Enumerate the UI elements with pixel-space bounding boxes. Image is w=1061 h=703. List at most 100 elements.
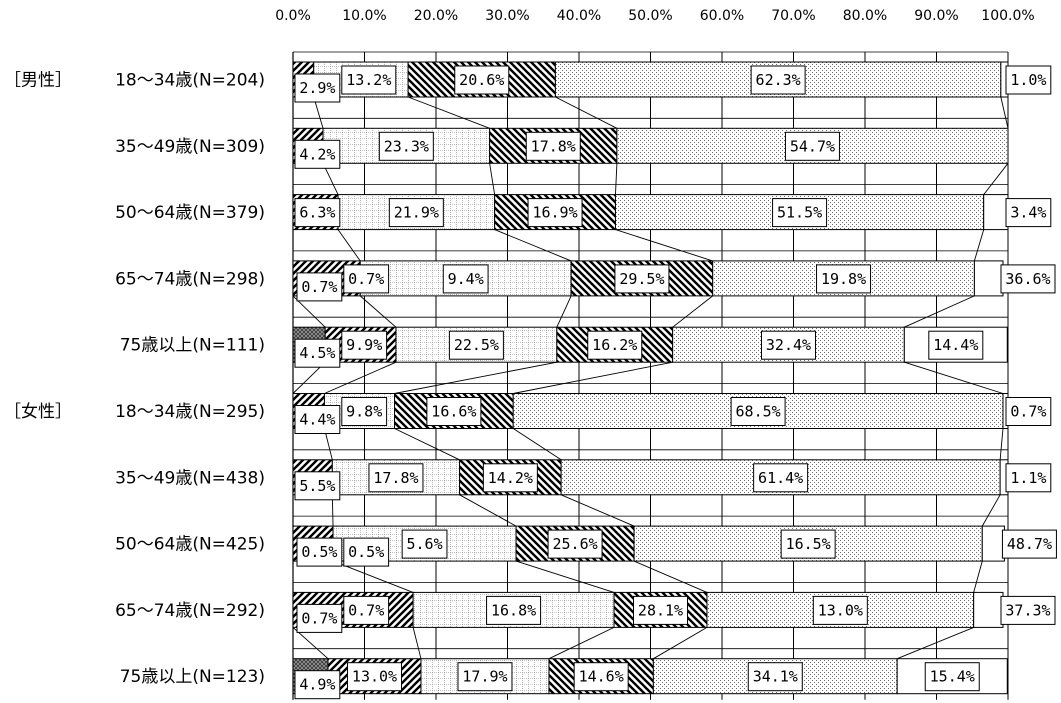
data-label-group: 36.6% — [1000, 264, 1056, 294]
data-label: 14.4% — [933, 336, 978, 354]
series-connector — [555, 96, 618, 129]
data-label: 17.8% — [373, 469, 418, 487]
data-label: 16.9% — [532, 204, 577, 222]
data-label-group: 0.7% — [296, 272, 343, 302]
data-label-group: 25.6% — [547, 529, 603, 559]
data-label-box — [525, 131, 581, 161]
data-label-group: 9.9% — [341, 330, 388, 360]
data-label-group: 0.7% — [343, 595, 390, 625]
data-label-box — [294, 198, 341, 228]
series-connector — [494, 229, 572, 262]
data-label: 5.5% — [299, 477, 335, 495]
data-label-box — [457, 662, 513, 692]
series-connector — [512, 428, 562, 461]
data-label-box — [1005, 463, 1052, 493]
category-labels: 18～34歳(N=204) 35～49歳(N=309) 50～64歳(N=379) 6… — [4, 71, 265, 688]
data-label: 37.3% — [1005, 601, 1050, 619]
data-label-group: 16.8% — [486, 595, 542, 625]
data-label: 6.3% — [299, 204, 335, 222]
x-tick-label: 40.0% — [557, 8, 601, 24]
series-connector — [556, 295, 572, 328]
data-label-box — [753, 463, 809, 493]
data-label-group: 34.1% — [747, 662, 803, 692]
series-connector — [653, 627, 708, 660]
data-label-box — [928, 330, 984, 360]
series-connector — [897, 626, 974, 660]
data-label-group: 22.5% — [448, 330, 504, 360]
series-connector — [513, 361, 673, 394]
data-label-group: 4.2% — [294, 139, 341, 169]
data-label: 51.5% — [777, 204, 822, 222]
data-label: 17.8% — [531, 137, 576, 155]
data-label: 68.5% — [736, 403, 781, 421]
series-connector — [337, 229, 361, 262]
data-label-group: 23.3% — [378, 131, 434, 161]
data-label-group: 2.9% — [294, 73, 341, 103]
data-label: 0.7% — [1010, 403, 1046, 421]
data-label-box — [294, 139, 341, 169]
data-label: 4.4% — [299, 411, 335, 429]
data-label: 29.5% — [619, 270, 664, 288]
data-label-box — [347, 662, 403, 692]
category-label: 18～34歳(N=295) — [115, 402, 265, 422]
data-label-group: 20.6% — [454, 65, 510, 95]
series-connector — [412, 627, 422, 659]
x-tick-label: 0.0% — [275, 8, 311, 24]
data-label-box — [294, 471, 341, 501]
data-label: 4.2% — [299, 145, 335, 163]
group-label: ［男性］ — [4, 71, 72, 91]
x-tick-label: 60.0% — [700, 8, 744, 24]
data-label-box — [1001, 529, 1057, 559]
series-connector — [973, 560, 983, 593]
data-label: 36.6% — [1005, 270, 1050, 288]
x-tick-label: 80.0% — [843, 8, 887, 24]
data-label-box — [442, 264, 489, 294]
x-tick-label: 100.0% — [981, 8, 1034, 24]
category-label: 75歳以上(N=111) — [120, 336, 265, 356]
data-label-box — [1000, 595, 1056, 625]
data-label-box — [1005, 397, 1052, 426]
data-label: 17.9% — [462, 668, 507, 686]
data-label-box — [294, 73, 341, 103]
data-label-box — [816, 264, 872, 294]
series-connector — [999, 428, 1004, 460]
data-label-box — [1005, 65, 1052, 95]
x-tick-label: 70.0% — [771, 8, 815, 24]
data-label-box — [294, 338, 341, 368]
bar-segment — [981, 525, 1005, 562]
group-label: ［女性］ — [4, 402, 72, 422]
data-label-box — [482, 463, 538, 493]
data-label-box — [587, 330, 643, 360]
data-label-group: 0.5% — [296, 537, 343, 567]
data-label-group: 17.8% — [368, 463, 424, 493]
x-tick-label: 50.0% — [628, 8, 672, 24]
data-label-box — [296, 537, 343, 567]
data-label: 54.7% — [790, 137, 835, 155]
data-label-box — [343, 537, 390, 567]
data-label-group: 5.5% — [294, 471, 341, 501]
data-label: 16.2% — [592, 336, 637, 354]
data-label-group: 6.3% — [294, 198, 341, 228]
data-label-group: 9.4% — [442, 264, 489, 294]
data-label: 5.6% — [406, 535, 442, 553]
data-label-box — [760, 330, 816, 360]
data-label: 48.7% — [1007, 535, 1052, 553]
data-label: 0.7% — [301, 609, 337, 627]
series-connector — [394, 361, 557, 394]
data-label-group: 1.1% — [1005, 463, 1052, 493]
data-label: 4.9% — [299, 676, 335, 694]
data-label: 34.1% — [753, 668, 798, 686]
data-label-box — [294, 405, 341, 434]
data-label-group: 16.2% — [587, 330, 643, 360]
data-label-box — [924, 662, 980, 692]
data-label-group: 13.2% — [341, 65, 397, 95]
data-label-group: 13.0% — [812, 595, 868, 625]
data-label-group: 29.5% — [614, 264, 670, 294]
series-connector — [407, 96, 490, 129]
data-label-box — [448, 330, 504, 360]
data-label-group: 51.5% — [772, 198, 828, 228]
series-connector — [548, 626, 615, 660]
data-label: 2.9% — [299, 79, 335, 97]
category-label: 18～34歳(N=204) — [115, 71, 265, 91]
series-connector — [1000, 96, 1009, 129]
